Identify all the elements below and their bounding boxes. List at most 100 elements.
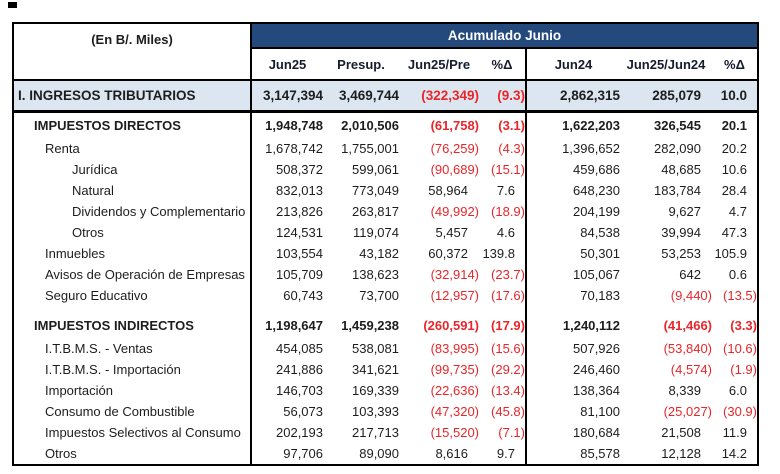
column-header--: %Δ — [712, 48, 758, 81]
cell-value: (4.3) — [479, 138, 527, 159]
cell-value: 48,685 — [661, 162, 701, 177]
cell-value: 11.9 — [722, 425, 747, 440]
cell-value: 81,100 — [580, 404, 620, 419]
cell-value: (17.9) — [479, 306, 527, 338]
cell-value: 4.7 — [728, 204, 747, 219]
cell-value: (13.4) — [479, 380, 527, 401]
cell-value: 6.0 — [728, 383, 747, 398]
cell-value: 10.0 — [712, 80, 758, 113]
table-row: I.T.B.M.S. - Ventas 454,085 538,081 (83,995… — [13, 338, 758, 359]
cell-value: 642 — [679, 267, 701, 282]
row-label: Seguro Educativo — [13, 285, 252, 306]
table-row: Consumo de Combustible 56,073 103,393 (47,3… — [13, 401, 758, 422]
row-label: Importación — [13, 380, 252, 401]
cell-value: 263,817 — [352, 204, 399, 219]
cell-value: (13.5) — [723, 288, 757, 303]
row-label: Consumo de Combustible — [13, 401, 252, 422]
cell-value: (18.9) — [479, 201, 527, 222]
cell-value: 58,964 — [428, 183, 468, 198]
table-row: Avisos de Operación de Empresas 105,709 13… — [13, 264, 758, 285]
cell-value: (7.1) — [479, 422, 527, 443]
column-header-jun25: Jun25 — [251, 48, 323, 81]
cell-value: 217,713 — [352, 425, 399, 440]
table-row: IMPUESTOS INDIRECTOS 1,198,647 1,459,238 (2… — [13, 306, 758, 338]
row-label: IMPUESTOS INDIRECTOS — [13, 306, 252, 338]
row-label: Dividendos y Complementario — [13, 201, 252, 222]
cell-value: 285,079 — [620, 80, 712, 113]
cell-value: 3,147,394 — [251, 80, 323, 113]
cell-value: (32,914) — [430, 267, 479, 282]
row-label: I. INGRESOS TRIBUTARIOS — [13, 80, 252, 113]
cell-value: (76,259) — [430, 141, 479, 156]
cell-value: (22,636) — [430, 383, 479, 398]
cell-value: 538,081 — [352, 341, 399, 356]
row-label: I.T.B.M.S. - Importación — [13, 359, 252, 380]
cell-value: (322,349) — [399, 80, 479, 113]
row-label: Jurídica — [13, 159, 252, 180]
cell-value: 773,049 — [352, 183, 399, 198]
cell-value: 28.4 — [721, 183, 747, 198]
cell-value: (23.7) — [479, 264, 527, 285]
table-row: Inmuebles 103,554 43,182 60,372 139.8 50,301 5… — [13, 243, 758, 264]
cell-value: 1,459,238 — [341, 318, 399, 333]
cell-value: 138,364 — [573, 383, 620, 398]
table-row: Otros 97,706 89,090 8,616 9.7 85,578 12,128 14.… — [13, 443, 758, 465]
cell-value: 599,061 — [352, 162, 399, 177]
cell-value: 103,554 — [276, 246, 323, 261]
table-row: Natural 832,013 773,049 58,964 7.6 648,230 183… — [13, 180, 758, 201]
row-label: Otros — [13, 443, 252, 465]
cell-value: (61,758) — [430, 118, 479, 133]
cell-value: 1,622,203 — [562, 118, 620, 133]
table-row: I. INGRESOS TRIBUTARIOS 3,147,394 3,469,74… — [13, 80, 758, 113]
cell-value: 105,709 — [276, 267, 323, 282]
cell-value: 21,508 — [661, 425, 701, 440]
cell-value: (15,520) — [430, 425, 479, 440]
cell-value: 70,183 — [580, 288, 620, 303]
row-label: Natural — [13, 180, 252, 201]
cell-value: 43,182 — [359, 246, 399, 261]
cell-value: (4,574) — [670, 362, 712, 377]
cell-value: 1,396,652 — [562, 141, 620, 156]
column-header--: %Δ — [479, 48, 527, 81]
table-row: Dividendos y Complementario 213,826 263,81… — [13, 201, 758, 222]
cell-value: 119,074 — [352, 225, 399, 240]
cell-value: 97,706 — [283, 446, 323, 461]
cell-value: 204,199 — [573, 204, 620, 219]
cell-value: (3.3) — [730, 318, 757, 333]
cell-value: 1,198,647 — [265, 318, 323, 333]
cell-value: (47,320) — [430, 404, 479, 419]
cell-value: (83,995) — [430, 341, 479, 356]
cell-value: 282,090 — [654, 141, 701, 156]
cell-value: (17.6) — [479, 285, 527, 306]
row-label: I.T.B.M.S. - Ventas — [13, 338, 252, 359]
cell-value: (25,027) — [663, 404, 712, 419]
cell-value: 832,013 — [276, 183, 323, 198]
tax-revenue-table: (En B/. Miles) Acumulado Junio Jun25 Pres… — [12, 22, 759, 466]
cell-value: 246,460 — [573, 362, 620, 377]
column-header-presup-: Presup. — [323, 48, 399, 81]
cell-value: 47.3 — [721, 225, 747, 240]
table-row: Otros 124,531 119,074 5,457 4.6 84,538 39,994 4… — [13, 222, 758, 243]
cell-value: 648,230 — [573, 183, 620, 198]
cell-value: 39,994 — [661, 225, 701, 240]
cell-value: 8,339 — [668, 383, 701, 398]
cell-value: 9.7 — [479, 443, 527, 465]
cell-value: 2,010,506 — [341, 118, 399, 133]
row-label: Impuestos Selectivos al Consumo — [13, 422, 252, 443]
row-label: Avisos de Operación de Empresas — [13, 264, 252, 285]
column-header-row: Jun25 Presup. Jun25/Pre %Δ Jun24 Jun25/Jun24%… — [13, 48, 758, 81]
cell-value: (3.1) — [479, 111, 527, 138]
table-row: Renta 1,678,742 1,755,001 (76,259) (4.3) 1,39… — [13, 138, 758, 159]
cell-value: (1.9) — [730, 362, 757, 377]
row-label: Otros — [13, 222, 252, 243]
table-row: Seguro Educativo 60,743 73,700 (12,957) (17.… — [13, 285, 758, 306]
cell-value: 53,253 — [661, 246, 701, 261]
cell-value: 4.6 — [479, 222, 527, 243]
table-row: I.T.B.M.S. - Importación 241,886 341,621 (9… — [13, 359, 758, 380]
cell-value: 3,469,744 — [323, 80, 399, 113]
column-header-jun25-jun24: Jun25/Jun24 — [620, 48, 712, 81]
cell-value: 84,538 — [580, 225, 620, 240]
cell-value: (29.2) — [479, 359, 527, 380]
cell-value: (260,591) — [423, 318, 479, 333]
cell-value: 14.2 — [721, 446, 747, 461]
